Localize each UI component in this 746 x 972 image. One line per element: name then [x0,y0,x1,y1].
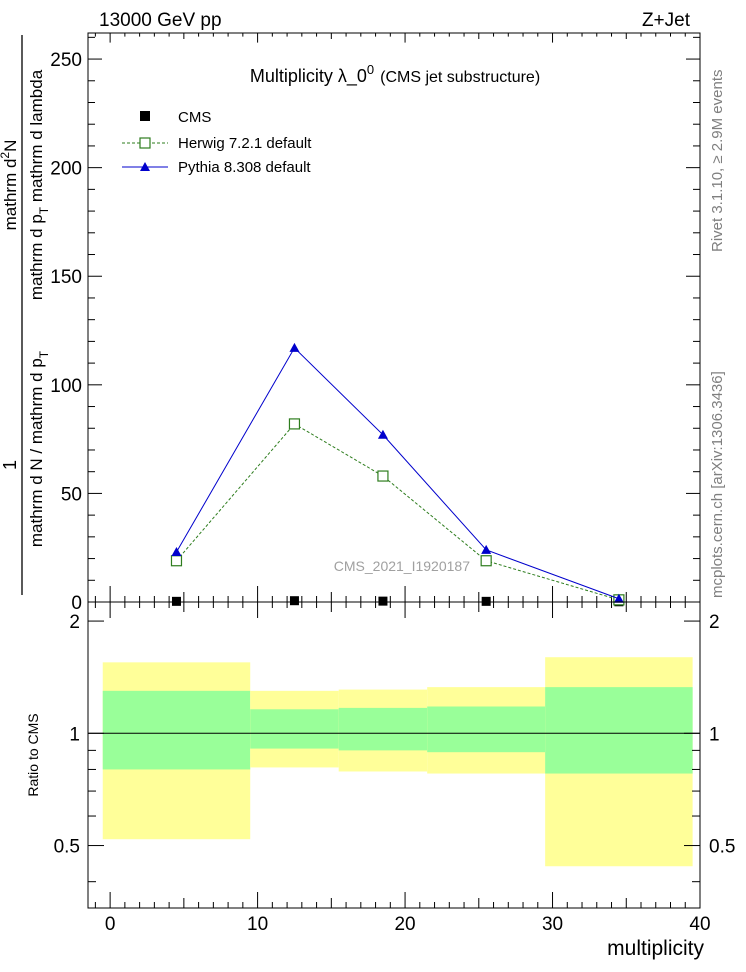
ratio-y-tick-label: 0.5 [54,837,80,858]
main-y-label: 1 mathrm d N / mathrm d pT mathrm d2N ma… [0,35,51,595]
y-label-numerator-right-text: mathrm d [1,159,20,231]
ratio-y-tick-label: 1 [69,724,80,745]
y-label-numerator-right-sup: 2 [0,152,12,159]
mcplots-label: mcplots.cern.ch [arXiv:1306.3436] [709,371,726,598]
x-tick-label: 20 [394,914,415,935]
x-tick-label: 40 [689,914,710,935]
plot-title-sup: 0 [367,62,374,77]
ratio-stat-band [427,706,546,753]
ratio-stat-band [250,709,339,749]
ratio-y-tick-label-right: 1 [709,724,720,745]
main-y-tick-label: 100 [50,376,82,397]
plot-title: Multiplicity λ_00 (CMS jet substructure) [250,62,540,87]
herwig-data-point [288,418,301,430]
main-x-ticks [94,33,701,602]
cms-data-point [378,596,388,606]
rivet-label: Rivet 3.1.10, ≥ 2.9M events [709,70,726,253]
ratio-y-axis: 0.5 0.5 1 1 2 2 [54,612,735,883]
y-label-numerator-right: mathrm d2N [0,140,20,231]
y-label-denominator-right-rest: mathrm d lambda [27,69,46,207]
plot-title-paren: (CMS jet substructure) [380,69,540,86]
main-y-axis: 0 50 100 150 200 250 [50,36,700,614]
x-tick-label: 0 [105,914,116,935]
herwig-data-point [170,555,183,567]
y-label-numerator-one: 1 [0,460,20,470]
y-label-denominator-left: mathrm d N / mathrm d pT [27,350,51,547]
ratio-y-tick-label: 2 [69,612,80,633]
main-y-tick-label: 150 [50,267,82,288]
x-tick-label: 30 [542,914,563,935]
x-axis-label: multiplicity [607,937,704,960]
pythia-data-point [171,547,182,557]
legend-label-pythia: Pythia 8.308 default [178,159,311,176]
y-label-denominator-right-text: mathrm d p [27,214,46,300]
legend-label-cms: CMS [178,109,211,126]
ratio-panel-frame [87,601,701,909]
legend: CMS Herwig 7.2.1 default Pythia 8.308 de… [122,109,312,176]
pythia-data-point [481,544,492,554]
ratio-stat-band [545,687,693,774]
pythia-data-point [289,342,300,352]
main-y-tick-label: 0 [71,593,82,614]
energy-label: 13000 GeV pp [99,10,222,31]
y-label-denominator-left-sub: T [37,350,51,358]
legend-marker-cms [140,111,150,121]
pythia-data-point [377,429,388,439]
y-label-denominator-left-text: mathrm d N / mathrm d p [27,358,46,547]
ratio-bands-layer [102,657,693,867]
legend-label-herwig: Herwig 7.2.1 default [178,135,312,152]
y-label-denominator-right: mathrm d pT mathrm d lambda [27,69,51,300]
herwig-data-point [480,555,492,567]
series-line-1 [176,423,620,601]
main-y-tick-label: 250 [50,50,82,71]
ratio-y-tick-label-right: 0.5 [709,837,735,858]
ratio-stat-band [102,690,251,770]
ratio-x-axis: 0 10 20 30 40 [94,602,711,935]
process-label: Z+Jet [642,10,691,31]
plot-title-main: Multiplicity λ_0 [250,66,367,87]
herwig-data-point [377,470,389,482]
ratio-y-label: Ratio to CMS [25,713,41,796]
main-y-tick-label: 200 [50,159,82,180]
y-label-numerator-right-rest: N [1,140,20,152]
legend-marker-herwig [139,137,151,149]
ratio-panel: 0.5 0.5 1 1 2 2 0 10 20 30 40 Ratio to CMS multip… [25,601,735,960]
x-tick-label: 10 [247,914,268,935]
cms-data-point [171,596,181,606]
ratio-y-tick-label-right: 2 [709,612,720,633]
main-y-tick-label: 50 [61,484,82,505]
pythia-data-point [613,593,624,603]
ratio-stat-band [338,707,428,751]
legend-marker-pythia [140,162,150,171]
cms-data-point [289,596,299,606]
y-label-denominator-right-sub: T [37,206,51,214]
cms-data-point [481,596,491,606]
analysis-watermark: CMS_2021_I1920187 [334,558,470,574]
